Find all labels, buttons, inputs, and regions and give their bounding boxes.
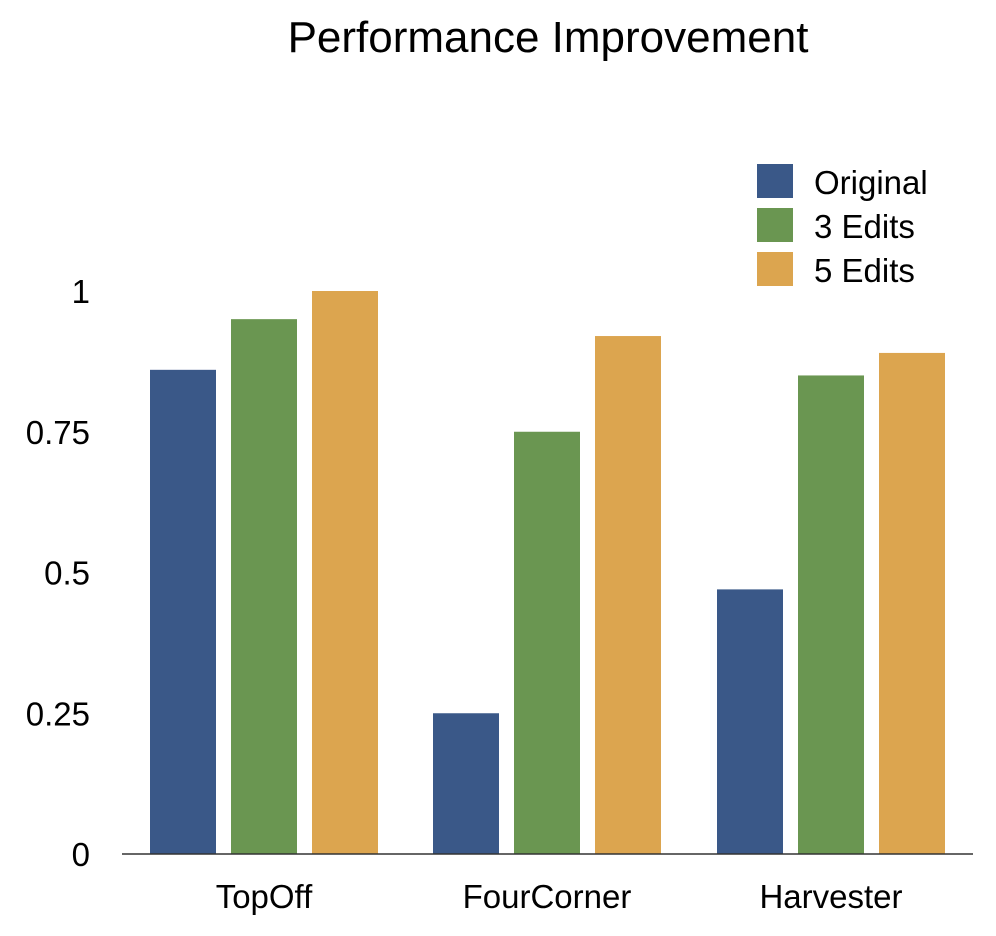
bar-fourcorner-5-edits <box>595 336 661 854</box>
chart-title: Performance Improvement <box>288 13 809 62</box>
x-category-label: Harvester <box>759 878 902 915</box>
bar-fourcorner-3-edits <box>514 431 580 854</box>
legend-swatch <box>757 208 793 242</box>
legend-label: 3 Edits <box>814 208 915 245</box>
legend-label: 5 Edits <box>814 252 915 289</box>
bar-topoff-5-edits <box>312 291 378 854</box>
x-axis-labels: TopOff FourCorner Harvester <box>216 878 903 915</box>
y-axis-ticks: 0 0.25 0.5 0.75 1 <box>26 273 90 873</box>
legend-swatch <box>757 164 793 198</box>
legend-swatch <box>757 252 793 286</box>
y-tick-label: 0 <box>72 836 90 873</box>
bar-fourcorner-original <box>433 713 499 854</box>
bar-harvester-5-edits <box>879 352 945 854</box>
y-tick-label: 0.25 <box>26 695 90 732</box>
x-category-label: FourCorner <box>463 878 632 915</box>
bar-harvester-3-edits <box>798 375 864 854</box>
legend-label: Original <box>814 164 928 201</box>
y-tick-label: 0.5 <box>44 555 90 592</box>
bar-topoff-3-edits <box>231 319 297 854</box>
bars <box>150 291 945 854</box>
bar-topoff-original <box>150 369 216 854</box>
bar-harvester-original <box>717 589 783 854</box>
x-category-label: TopOff <box>216 878 313 915</box>
y-tick-label: 0.75 <box>26 414 90 451</box>
y-tick-label: 1 <box>72 273 90 310</box>
legend: Original 3 Edits 5 Edits <box>757 164 928 289</box>
